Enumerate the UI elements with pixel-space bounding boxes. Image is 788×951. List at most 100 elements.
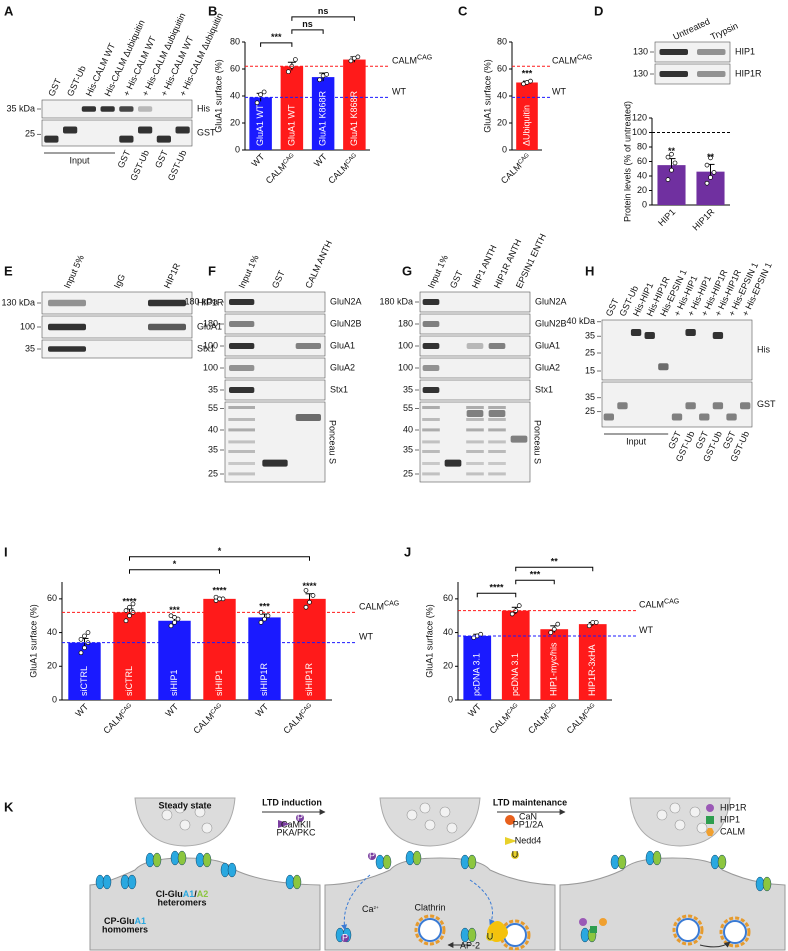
trafficking-arrow bbox=[341, 874, 371, 931]
group-label: Input bbox=[626, 436, 647, 446]
y-tick-label: 120 bbox=[632, 112, 647, 122]
blot-row-label: HIP1 bbox=[735, 46, 755, 56]
diagram-label: PKA/PKC bbox=[276, 827, 316, 837]
x-tick-label-sup: CAG bbox=[344, 152, 358, 166]
stain-band bbox=[466, 440, 484, 444]
data-point bbox=[127, 604, 132, 610]
bar-label: ΔUbiquitin bbox=[521, 105, 531, 146]
vesicle bbox=[424, 819, 436, 831]
ubiquitin-label: U bbox=[512, 849, 519, 859]
reference-label-sup: CAG bbox=[384, 601, 399, 608]
y-axis-label: GluA1 surface (%) bbox=[482, 59, 492, 133]
x-tick-label: WT bbox=[74, 702, 91, 719]
stain-band bbox=[422, 406, 440, 409]
legend-calm bbox=[706, 828, 714, 836]
diagram-label: LTD induction bbox=[262, 797, 322, 807]
phospho-label: P bbox=[369, 850, 375, 860]
y-tick-label: 60 bbox=[230, 63, 240, 73]
data-point bbox=[130, 601, 136, 607]
band bbox=[671, 413, 683, 421]
phospho-label: P bbox=[342, 932, 348, 942]
group-label: GST bbox=[115, 148, 132, 169]
diagram-label: Clathrin bbox=[414, 902, 445, 912]
receptor-subunit bbox=[652, 850, 662, 866]
bar bbox=[203, 598, 236, 700]
data-point bbox=[516, 603, 522, 608]
y-tick-label: 80 bbox=[497, 36, 507, 46]
phospho-tag bbox=[296, 814, 304, 822]
blot-row-label: His bbox=[197, 103, 210, 113]
data-point bbox=[669, 167, 674, 173]
lane-label: Input 1% bbox=[426, 253, 450, 289]
ubiquitin-label: U bbox=[487, 931, 494, 941]
blot-row-label: GST bbox=[757, 399, 776, 409]
panel-label: H bbox=[585, 263, 594, 278]
band bbox=[712, 402, 724, 410]
mw-marker: 35 bbox=[585, 392, 595, 402]
reference-label: WT bbox=[359, 632, 373, 642]
bracket bbox=[515, 579, 555, 585]
panel-label: C bbox=[458, 3, 468, 18]
data-point bbox=[669, 151, 674, 157]
data-point bbox=[85, 630, 91, 635]
receptor-subunit bbox=[202, 852, 212, 868]
blot-row-label: GluA1 bbox=[330, 340, 355, 350]
mw-marker: 100 bbox=[20, 321, 35, 331]
x-tick-label: CALMCAG bbox=[488, 702, 522, 736]
phospho-label: P bbox=[297, 812, 303, 822]
stain-band bbox=[488, 406, 506, 409]
data-point bbox=[708, 175, 713, 180]
bar-label: pcDNA 3.1 bbox=[472, 653, 482, 696]
stain-band bbox=[466, 472, 484, 476]
ubiquitin-tag bbox=[486, 933, 494, 941]
significance: ** bbox=[707, 152, 715, 162]
lane-label: GST bbox=[270, 268, 287, 289]
panel-label: F bbox=[208, 263, 216, 278]
bar-label: siHIP1R bbox=[259, 662, 269, 696]
data-point bbox=[261, 89, 267, 95]
band bbox=[119, 106, 134, 112]
reference-label-text: WT bbox=[359, 632, 373, 642]
panel-label: I bbox=[4, 544, 8, 559]
bar bbox=[113, 612, 146, 700]
y-tick-label: 40 bbox=[443, 627, 453, 637]
lane-label: GST bbox=[46, 76, 63, 97]
data-point bbox=[258, 92, 263, 98]
blot-row-label: Stx1 bbox=[535, 384, 553, 394]
lane-label: IgG bbox=[112, 272, 127, 289]
band bbox=[658, 363, 669, 371]
blot-row-label: HIP1R bbox=[735, 68, 762, 78]
receptor-subunit bbox=[467, 927, 477, 943]
mw-marker: 40 bbox=[208, 424, 218, 434]
mw-marker: 180 kDa bbox=[379, 296, 413, 306]
data-point bbox=[303, 588, 309, 593]
band bbox=[510, 435, 528, 443]
x-tick-label: CALMCAG bbox=[565, 702, 599, 736]
clathrin-coat bbox=[719, 916, 751, 948]
mw-marker: 35 kDa bbox=[6, 103, 35, 113]
blot-panel bbox=[41, 315, 193, 339]
data-point bbox=[528, 78, 533, 84]
receptor-subunit bbox=[102, 874, 112, 890]
reference-label-text: WT bbox=[639, 625, 653, 635]
bar bbox=[311, 77, 335, 150]
x-tick-label-sup: CAG bbox=[209, 702, 223, 716]
data-point bbox=[82, 633, 87, 639]
blot-row-label: GluA1 bbox=[197, 321, 222, 331]
x-tick-label-sup: CAG bbox=[517, 152, 531, 166]
blot-panel bbox=[224, 313, 326, 335]
vesicle bbox=[194, 806, 206, 818]
stain-band bbox=[228, 472, 255, 476]
band bbox=[726, 413, 737, 421]
data-point bbox=[586, 623, 592, 629]
mw-marker: 130 bbox=[633, 46, 648, 56]
band bbox=[422, 299, 440, 305]
label-part: CI-Glu bbox=[156, 889, 183, 899]
phospho-tag bbox=[341, 934, 349, 942]
band bbox=[229, 321, 255, 327]
mw-marker: 180 kDa bbox=[184, 296, 218, 306]
mw-marker: 55 bbox=[403, 403, 413, 413]
blot-row-label: GluN2A bbox=[535, 296, 567, 306]
band bbox=[659, 71, 688, 77]
bar bbox=[248, 617, 281, 700]
